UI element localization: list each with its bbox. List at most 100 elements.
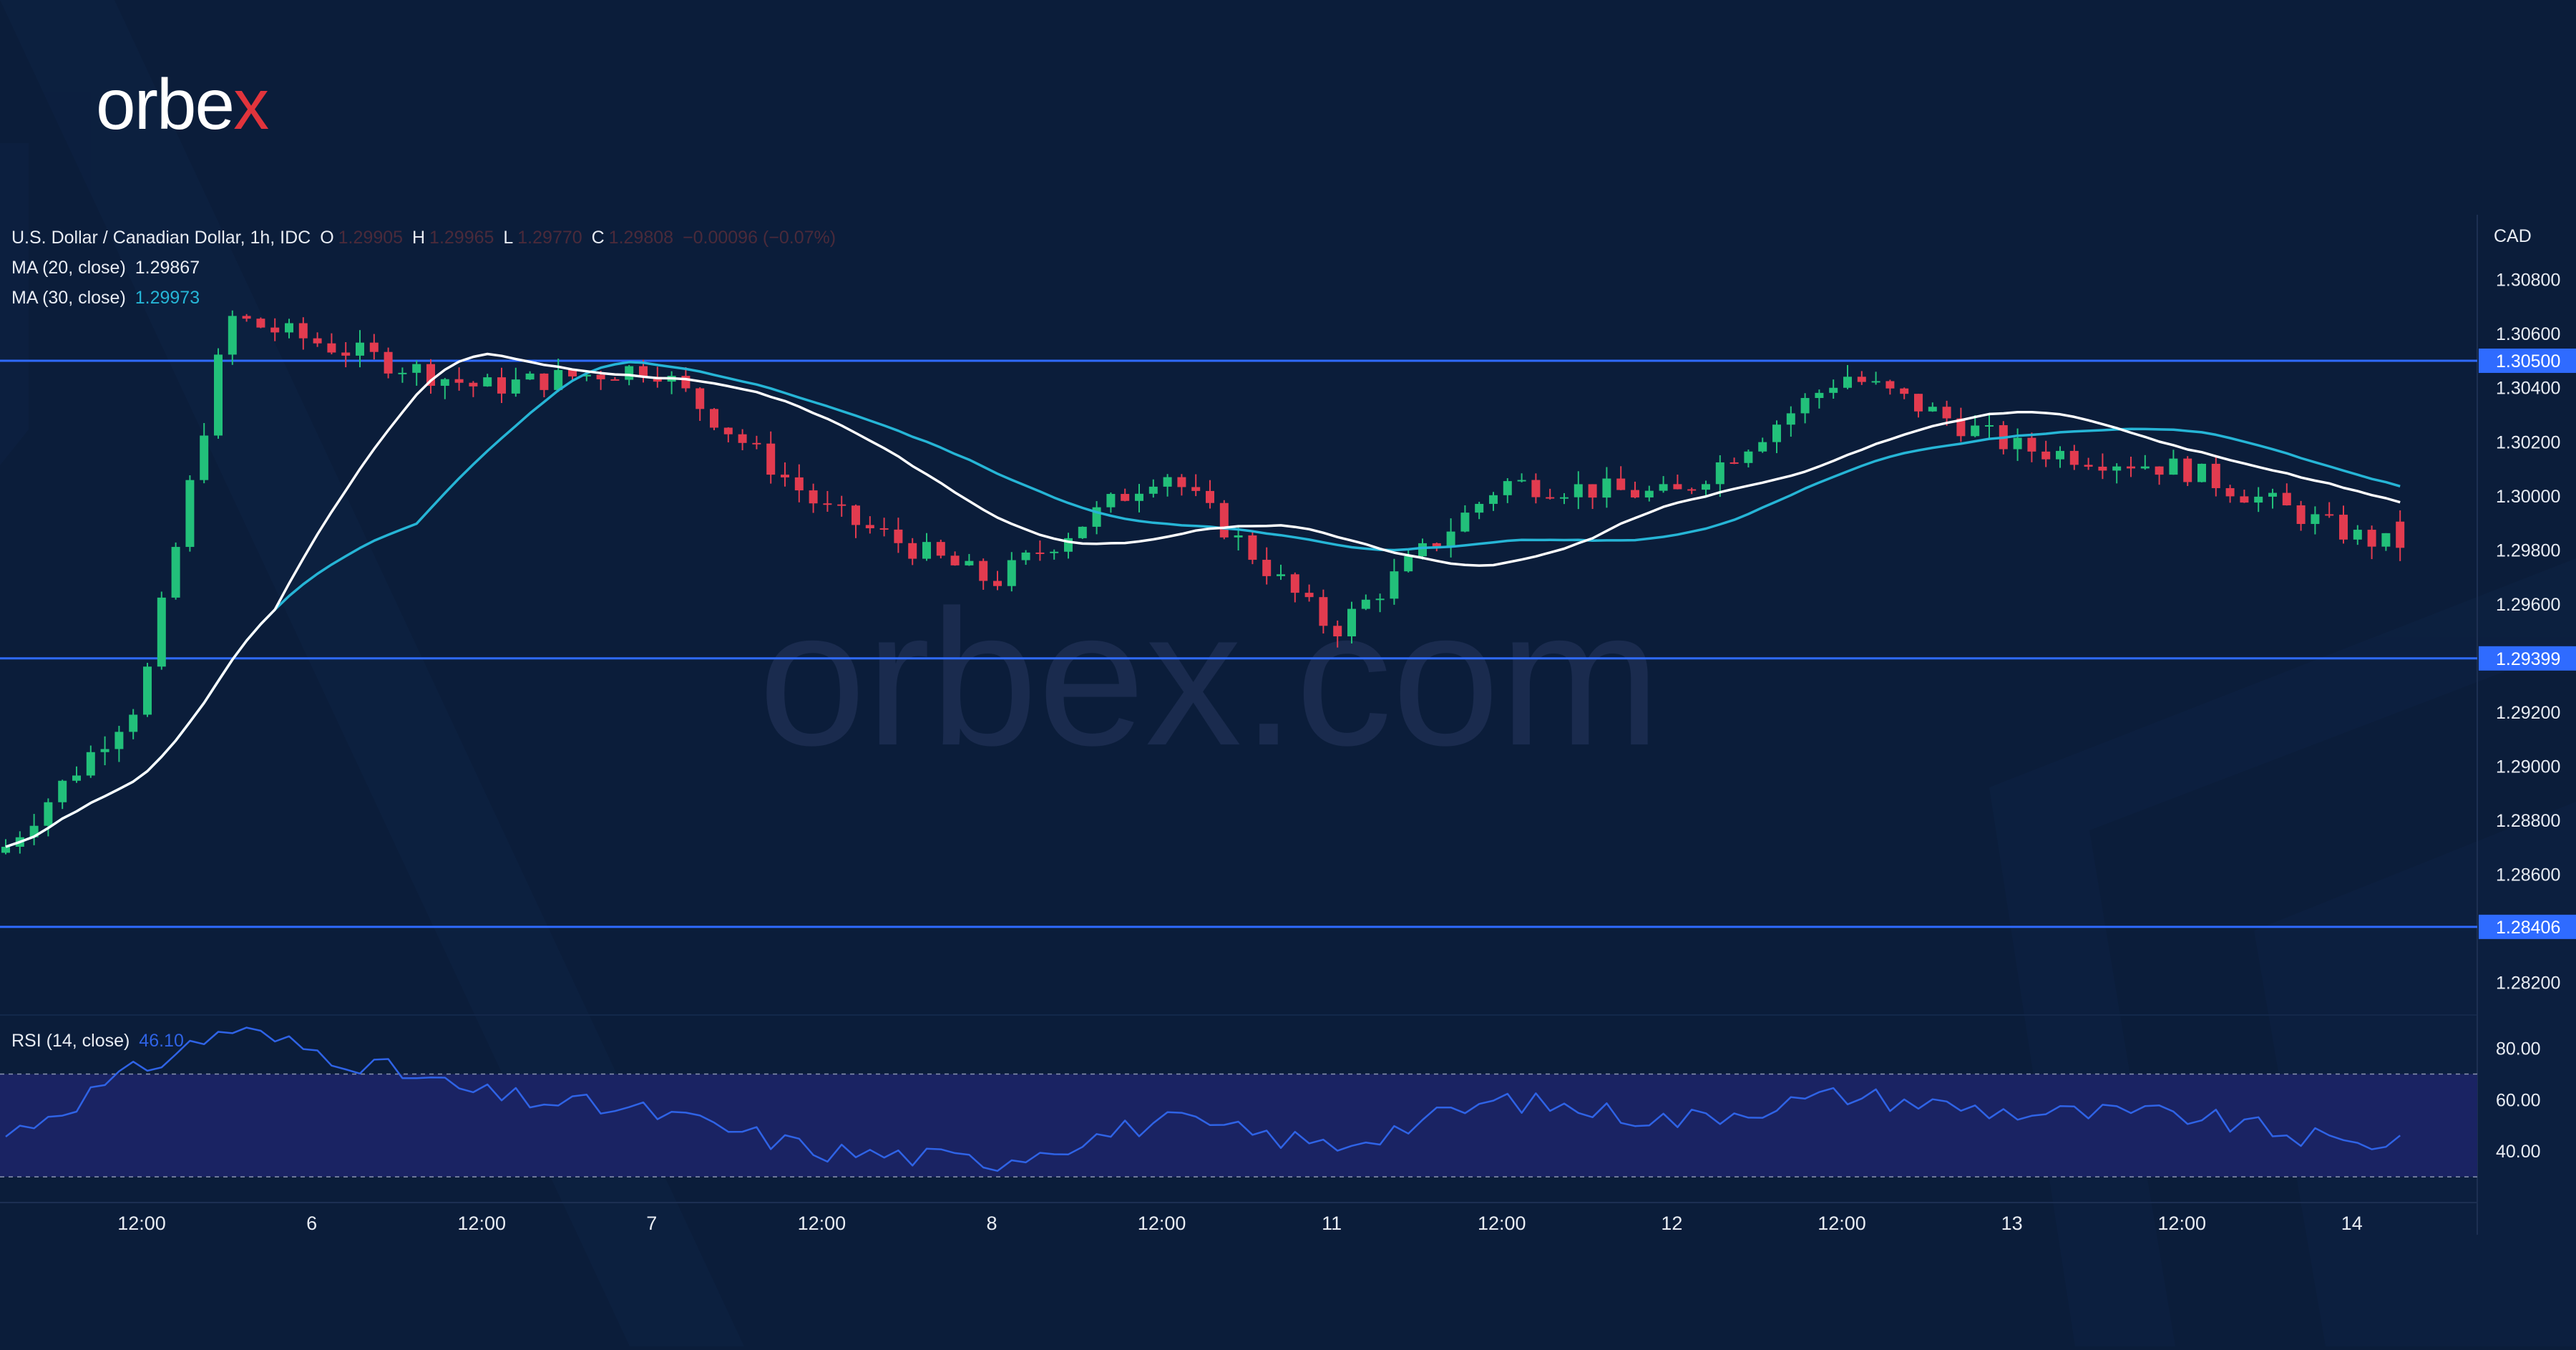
candle-bull: [1928, 407, 1937, 412]
price-tick-label: 1.29600: [2496, 595, 2560, 615]
candle-bull: [1475, 503, 1484, 513]
candle-bull: [922, 542, 931, 559]
candle-bear: [2296, 505, 2306, 524]
time-tick-label: 12:00: [1478, 1213, 1526, 1234]
candle-bear: [1956, 418, 1966, 437]
time-tick-label: 11: [1322, 1213, 1342, 1234]
close-value: 1.29808: [608, 228, 674, 248]
candle-bull: [483, 377, 492, 387]
candle-bear: [1035, 552, 1045, 554]
candle-bull: [1829, 387, 1838, 393]
currency-label: CAD: [2494, 226, 2532, 246]
candle-bull: [1135, 493, 1143, 501]
ma20-legend[interactable]: MA (20, close) 1.29867: [11, 258, 204, 278]
candle-bear: [298, 323, 308, 339]
candle-bear: [1191, 487, 1201, 491]
ma20-value: 1.29867: [135, 258, 200, 278]
candle-bear: [610, 379, 620, 381]
candle-bear: [1673, 484, 1682, 490]
candle-bear: [1885, 381, 1895, 389]
candle-bear: [781, 475, 789, 477]
candle-bull: [1148, 486, 1158, 494]
candle-bull: [1702, 484, 1710, 490]
candle-bull: [1347, 608, 1356, 637]
price-tick-label: 1.28200: [2496, 973, 2560, 994]
candle-bull: [1078, 526, 1087, 538]
candle-bull: [1786, 413, 1795, 425]
symbol-name[interactable]: U.S. Dollar / Canadian Dollar, 1h, IDC: [11, 228, 311, 248]
candle-bull: [2197, 463, 2206, 482]
candle-bear: [936, 542, 945, 556]
candle-bear: [384, 351, 393, 374]
candle-bull: [511, 379, 520, 394]
candle-bear: [1206, 490, 1214, 503]
candle-bull: [554, 369, 563, 390]
rsi-band-layer: [0, 1073, 2477, 1177]
candle-bull: [1007, 560, 1016, 586]
candle-bear: [979, 560, 988, 581]
candle-bull: [2381, 533, 2391, 547]
ma20-line: [5, 352, 2401, 848]
candle-bull: [1560, 497, 1568, 499]
candle-bear: [1177, 477, 1186, 487]
candle-bear: [2396, 521, 2405, 548]
candle-bear: [1121, 494, 1130, 501]
rsi-band: [0, 1074, 2477, 1177]
candle-bull: [1644, 490, 1654, 497]
candle-bear: [1290, 574, 1299, 593]
candle-bear: [1588, 484, 1597, 498]
candle-bull: [1815, 392, 1824, 399]
candle-bull: [412, 364, 421, 373]
candle-bear: [752, 442, 761, 445]
candle-bear: [1262, 560, 1272, 576]
candle-bull: [1772, 424, 1781, 442]
candle-bear: [1432, 543, 1441, 547]
candle-bull: [1744, 451, 1753, 463]
candle-bear: [894, 529, 903, 543]
candle-bear: [837, 504, 847, 506]
candle-bear: [2339, 515, 2348, 540]
candle-bear: [341, 352, 351, 356]
candle-bear: [1248, 535, 1257, 560]
candle-bear: [639, 366, 648, 377]
candle-bear: [993, 581, 1002, 586]
candle-bull: [440, 379, 449, 386]
candle-bear: [2367, 530, 2376, 547]
rsi-tick-label: 80.00: [2496, 1039, 2541, 1059]
candle-bear: [2282, 492, 2291, 505]
rsi-legend[interactable]: RSI (14, close) 46.10: [11, 1031, 188, 1052]
candle-bull: [525, 373, 535, 380]
rsi-label: RSI (14, close): [11, 1031, 130, 1051]
candle-bull: [44, 802, 53, 826]
candle-bull: [1659, 484, 1668, 491]
low-label: L: [503, 228, 514, 248]
candle-bear: [1616, 478, 1626, 490]
candle-bull: [2169, 458, 2178, 475]
rsi-line-layer: [5, 1026, 2401, 1172]
candle-bull: [114, 732, 124, 749]
time-tick-label: 6: [306, 1213, 317, 1234]
candle-bear: [1914, 394, 1923, 412]
candle-bull: [86, 752, 95, 776]
price-tick-label: 1.29200: [2496, 703, 2560, 723]
candle-bull: [1, 846, 10, 853]
candle-bull: [100, 749, 109, 752]
candle-bear: [454, 379, 464, 383]
ma30-legend[interactable]: MA (30, close) 1.29973: [11, 288, 204, 309]
price-tick-label: 1.30000: [2496, 487, 2560, 507]
candle-bear: [2325, 514, 2334, 516]
time-tick-label: 13: [2001, 1213, 2023, 1234]
candle-bear: [950, 555, 960, 565]
candle-bull: [1503, 481, 1512, 495]
candle-bull: [2353, 530, 2362, 540]
high-label: H: [411, 228, 426, 248]
price-tick-label: 1.29000: [2496, 757, 2560, 777]
candle-bull: [1460, 513, 1470, 532]
candle-bear: [723, 427, 733, 434]
candle-bull: [582, 374, 591, 377]
level-price-tag: [2479, 914, 2576, 939]
candle-bear: [242, 316, 251, 319]
candle-bear: [823, 503, 832, 505]
candle-bull: [1800, 398, 1810, 414]
candle-bear: [2183, 458, 2192, 482]
